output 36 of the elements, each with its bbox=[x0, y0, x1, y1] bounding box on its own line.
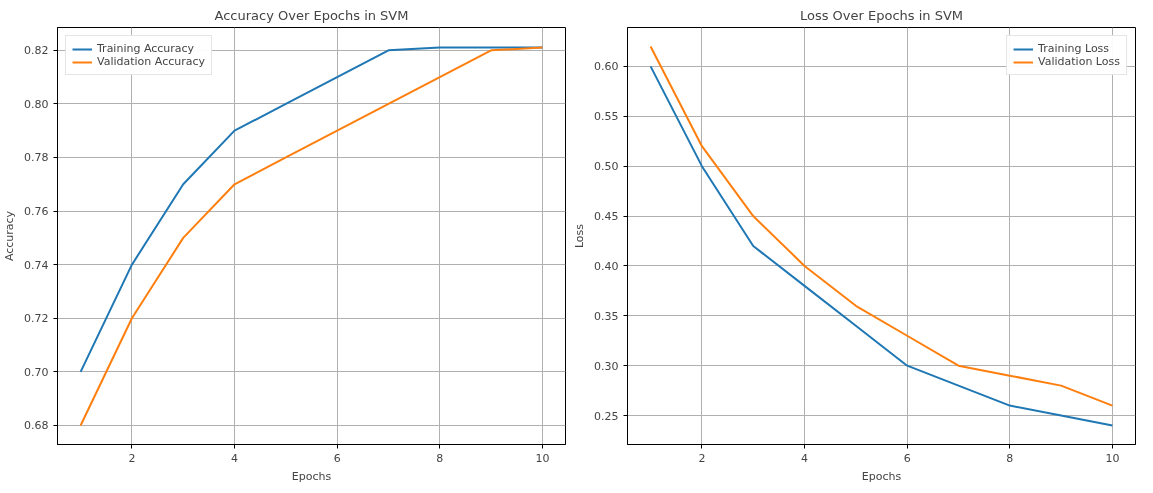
x-axis-title: Epochs bbox=[861, 469, 902, 483]
y-tick-label: 0.60 bbox=[594, 60, 619, 74]
y-tick-label: 0.55 bbox=[594, 110, 619, 124]
y-tick-label: 0.70 bbox=[24, 365, 49, 379]
x-tick-label: 8 bbox=[436, 451, 444, 465]
y-tick-label: 0.80 bbox=[24, 97, 49, 111]
y-tick-label: 0.76 bbox=[24, 205, 49, 219]
y-tick-label: 0.50 bbox=[594, 160, 619, 174]
x-axis-title: Epochs bbox=[291, 469, 332, 483]
y-tick-label: 0.30 bbox=[594, 359, 619, 373]
x-tick-label: 6 bbox=[333, 451, 341, 465]
x-tick-label: 10 bbox=[1105, 451, 1120, 465]
x-tick-label: 8 bbox=[1006, 451, 1014, 465]
y-axis-title: Loss bbox=[573, 223, 587, 249]
chart-title: Loss Over Epochs in SVM bbox=[799, 7, 964, 23]
x-tick-label: 6 bbox=[903, 451, 911, 465]
x-tick-label: 10 bbox=[535, 451, 550, 465]
x-tick-label: 4 bbox=[231, 451, 239, 465]
y-tick-label: 0.72 bbox=[24, 312, 49, 326]
y-tick-label: 0.82 bbox=[24, 44, 49, 58]
x-tick-label: 2 bbox=[698, 451, 706, 465]
legend-label: Training Accuracy bbox=[97, 42, 195, 55]
y-tick-label: 0.40 bbox=[594, 259, 619, 273]
x-tick-label: 4 bbox=[801, 451, 809, 465]
x-tick-label: 2 bbox=[128, 451, 136, 465]
legend-label: Training Loss bbox=[1038, 42, 1110, 55]
y-axis-title: Accuracy bbox=[3, 210, 17, 262]
legend-label: Validation Loss bbox=[1038, 55, 1120, 68]
y-tick-label: 0.25 bbox=[594, 409, 619, 423]
legend-label: Validation Accuracy bbox=[97, 55, 206, 68]
y-tick-label: 0.68 bbox=[24, 419, 49, 433]
y-tick-label: 0.78 bbox=[24, 151, 49, 165]
y-tick-label: 0.35 bbox=[594, 309, 619, 323]
y-tick-label: 0.74 bbox=[24, 258, 49, 272]
chart-title: Accuracy Over Epochs in SVM bbox=[214, 7, 409, 23]
y-tick-label: 0.45 bbox=[594, 210, 619, 224]
